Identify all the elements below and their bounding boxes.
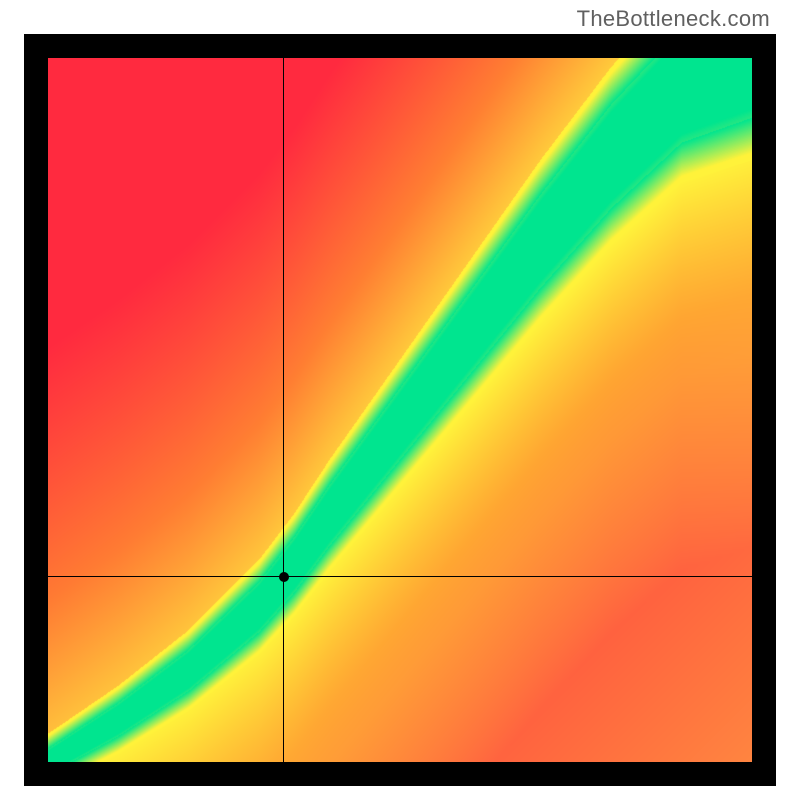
plot-frame <box>24 34 776 786</box>
crosshair-marker <box>279 572 289 582</box>
watermark-text: TheBottleneck.com <box>577 6 770 32</box>
crosshair-horizontal <box>48 576 752 577</box>
chart-container: TheBottleneck.com <box>0 0 800 800</box>
heatmap-canvas <box>48 58 752 762</box>
crosshair-vertical <box>283 58 284 762</box>
